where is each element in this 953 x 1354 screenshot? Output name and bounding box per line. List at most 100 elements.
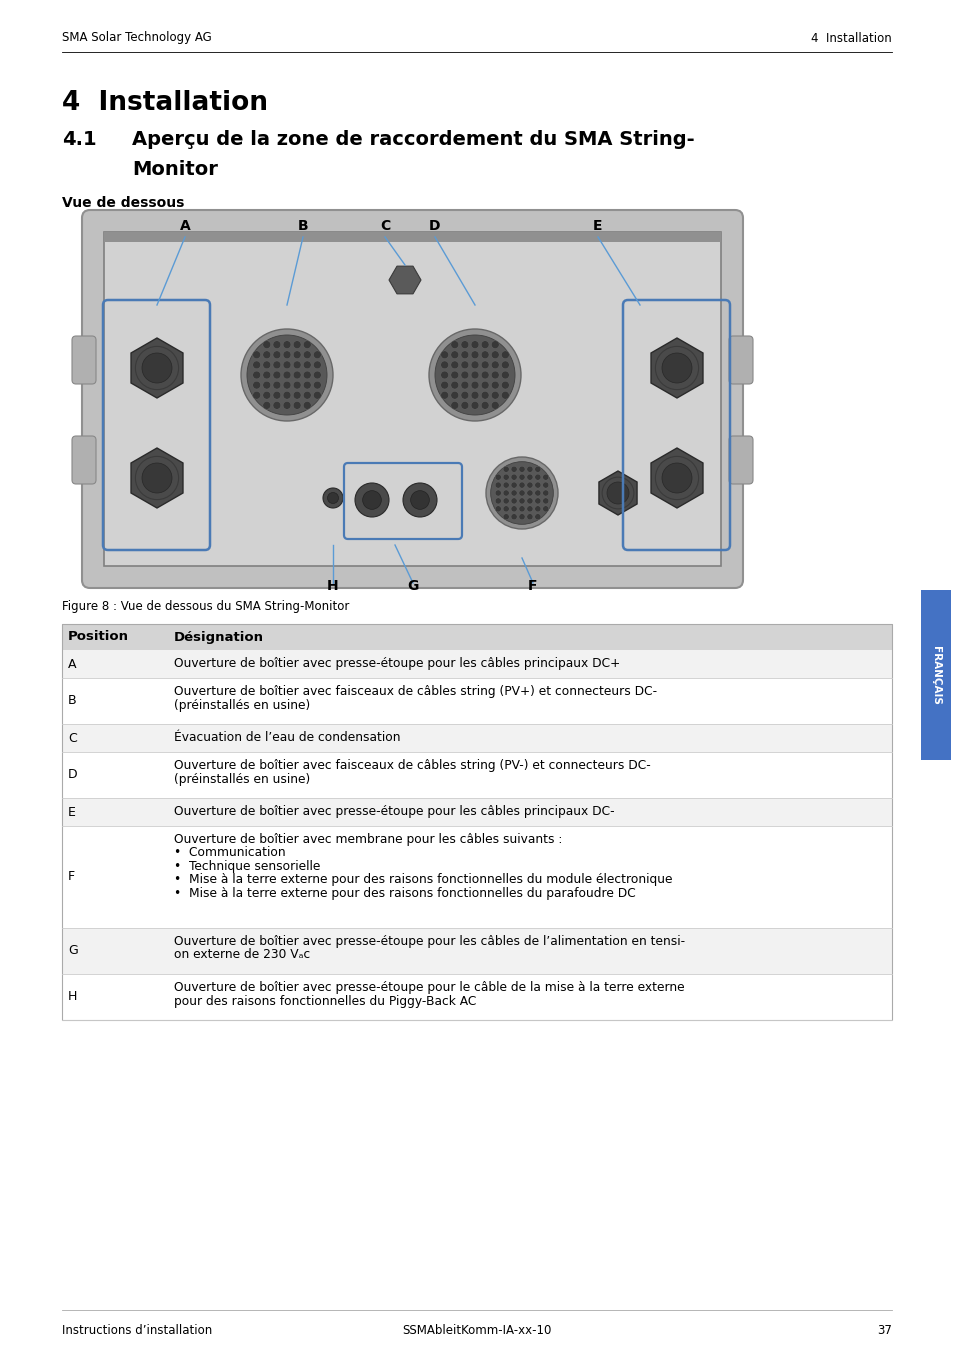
Text: Ouverture de boîtier avec faisceaux de câbles string (PV-) et connecteurs DC-: Ouverture de boîtier avec faisceaux de c…: [173, 760, 650, 772]
Text: Ouverture de boîtier avec presse-étoupe pour les câbles de l’alimentation en ten: Ouverture de boîtier avec presse-étoupe …: [173, 936, 684, 948]
Circle shape: [303, 362, 311, 368]
Text: B: B: [297, 219, 308, 233]
Circle shape: [501, 362, 509, 368]
Circle shape: [480, 351, 489, 359]
Circle shape: [253, 362, 260, 368]
Circle shape: [460, 401, 468, 409]
Text: H: H: [327, 580, 338, 593]
Text: F: F: [528, 580, 537, 593]
Bar: [104, 232, 720, 566]
Circle shape: [535, 466, 540, 473]
Text: Ouverture de boîtier avec membrane pour les câbles suivants :: Ouverture de boîtier avec membrane pour …: [173, 833, 561, 846]
Text: SSMAbleitKomm-IA-xx-10: SSMAbleitKomm-IA-xx-10: [402, 1324, 551, 1336]
Text: D: D: [429, 219, 440, 233]
Circle shape: [526, 513, 533, 520]
Circle shape: [273, 401, 280, 409]
Bar: [920, 590, 950, 760]
Circle shape: [501, 382, 509, 389]
Text: •  Communication: • Communication: [173, 846, 285, 860]
Circle shape: [142, 353, 172, 383]
Circle shape: [480, 391, 489, 399]
Circle shape: [471, 371, 478, 379]
Circle shape: [471, 382, 478, 389]
Circle shape: [440, 391, 448, 399]
Text: A: A: [68, 658, 76, 670]
Circle shape: [263, 382, 271, 389]
Circle shape: [491, 341, 498, 348]
Circle shape: [451, 401, 458, 409]
Circle shape: [293, 391, 301, 399]
Circle shape: [542, 498, 548, 504]
Circle shape: [491, 362, 498, 368]
Circle shape: [661, 463, 691, 493]
Text: 37: 37: [876, 1324, 891, 1336]
Text: G: G: [407, 580, 418, 593]
Circle shape: [502, 498, 509, 504]
Circle shape: [293, 351, 301, 359]
Circle shape: [303, 371, 311, 379]
Text: Ouverture de boîtier avec presse-étoupe pour le câble de la mise à la terre exte: Ouverture de boîtier avec presse-étoupe …: [173, 982, 684, 994]
Circle shape: [491, 382, 498, 389]
Circle shape: [293, 401, 301, 409]
Circle shape: [502, 506, 509, 512]
Circle shape: [518, 466, 524, 473]
Circle shape: [460, 351, 468, 359]
Circle shape: [471, 362, 478, 368]
Polygon shape: [131, 448, 183, 508]
FancyBboxPatch shape: [71, 436, 96, 483]
Circle shape: [283, 362, 291, 368]
Circle shape: [451, 362, 458, 368]
Bar: [62, 624, 891, 1020]
Circle shape: [495, 482, 500, 489]
Circle shape: [314, 391, 321, 399]
Circle shape: [327, 493, 338, 504]
Circle shape: [501, 391, 509, 399]
Circle shape: [511, 506, 517, 512]
Text: E: E: [68, 806, 76, 819]
Polygon shape: [131, 338, 183, 398]
Circle shape: [293, 371, 301, 379]
Text: Figure 8 : Vue de dessous du SMA String-Monitor: Figure 8 : Vue de dessous du SMA String-…: [62, 600, 349, 613]
Circle shape: [535, 513, 540, 520]
Circle shape: [511, 490, 517, 496]
FancyBboxPatch shape: [82, 210, 742, 588]
Circle shape: [283, 391, 291, 399]
Circle shape: [501, 351, 509, 359]
Circle shape: [273, 351, 280, 359]
Text: C: C: [68, 731, 76, 745]
Text: •  Mise à la terre externe pour des raisons fonctionnelles du module électroniqu: • Mise à la terre externe pour des raiso…: [173, 873, 672, 887]
Circle shape: [303, 341, 311, 348]
Circle shape: [440, 382, 448, 389]
FancyBboxPatch shape: [71, 336, 96, 385]
Circle shape: [460, 362, 468, 368]
Text: Ouverture de boîtier avec presse-étoupe pour les câbles principaux DC-: Ouverture de boîtier avec presse-étoupe …: [173, 806, 614, 818]
Text: •  Mise à la terre externe pour des raisons fonctionnelles du parafoudre DC: • Mise à la terre externe pour des raiso…: [173, 887, 635, 900]
Circle shape: [518, 513, 524, 520]
Circle shape: [491, 401, 498, 409]
Text: SMA Solar Technology AG: SMA Solar Technology AG: [62, 31, 212, 45]
Bar: [62, 650, 891, 678]
Circle shape: [501, 371, 509, 379]
Circle shape: [263, 341, 271, 348]
Circle shape: [661, 353, 691, 383]
Text: pour des raisons fonctionnelles du Piggy-Back AC: pour des raisons fonctionnelles du Piggy…: [173, 994, 476, 1007]
Circle shape: [435, 334, 515, 416]
Circle shape: [253, 351, 260, 359]
Circle shape: [241, 329, 333, 421]
Text: (préinstallés en usine): (préinstallés en usine): [173, 773, 310, 785]
Circle shape: [273, 362, 280, 368]
Circle shape: [535, 498, 540, 504]
Circle shape: [303, 391, 311, 399]
Text: Vue de dessous: Vue de dessous: [62, 196, 184, 210]
Circle shape: [273, 382, 280, 389]
Circle shape: [471, 401, 478, 409]
Text: (préinstallés en usine): (préinstallés en usine): [173, 699, 310, 711]
Circle shape: [314, 362, 321, 368]
Circle shape: [314, 371, 321, 379]
Circle shape: [535, 474, 540, 481]
Circle shape: [526, 498, 533, 504]
Circle shape: [460, 391, 468, 399]
Circle shape: [273, 341, 280, 348]
Text: 4  Installation: 4 Installation: [62, 89, 268, 116]
Text: C: C: [379, 219, 390, 233]
